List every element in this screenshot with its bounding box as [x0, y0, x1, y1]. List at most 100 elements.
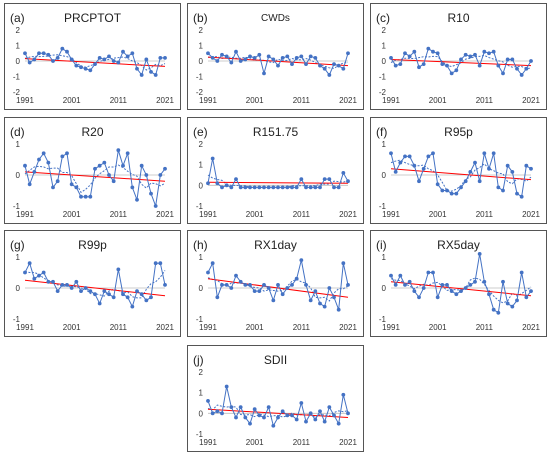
data-point: [51, 185, 55, 190]
y-tick-label: -1: [196, 315, 204, 324]
data-point: [125, 151, 130, 156]
data-point: [229, 405, 234, 410]
data-point: [322, 419, 327, 424]
data-point: [473, 279, 477, 284]
data-point: [285, 185, 290, 190]
data-point: [46, 279, 51, 284]
data-point: [215, 295, 220, 300]
data-point: [327, 286, 332, 290]
x-tick-label: 1991: [199, 96, 217, 105]
y-tick-label: 0: [16, 171, 21, 180]
x-tick-label: 2021: [339, 323, 357, 332]
data-point: [332, 62, 336, 66]
data-point: [206, 399, 210, 403]
data-point: [130, 304, 135, 309]
data-point: [149, 295, 153, 300]
data-point: [248, 283, 252, 287]
data-point: [318, 185, 322, 190]
data-point: [487, 51, 491, 56]
data-point: [491, 151, 496, 156]
data-point: [252, 407, 257, 412]
data-point: [139, 73, 144, 77]
data-point: [271, 57, 276, 62]
data-point: [294, 417, 299, 422]
x-tick-label: 2011: [110, 96, 128, 105]
data-point: [116, 148, 121, 153]
data-point: [524, 295, 529, 300]
data-point: [107, 173, 111, 177]
data-point: [210, 411, 215, 416]
data-point: [318, 409, 322, 414]
data-point: [468, 283, 473, 287]
chart-panel-rx5day: -1 0 1 1991 2001 2011 2021 (i) RX5day: [370, 230, 547, 337]
x-tick-label: 1991: [382, 210, 400, 219]
data-point: [454, 292, 459, 297]
data-point: [37, 157, 41, 162]
data-point: [417, 295, 421, 300]
data-point: [257, 52, 262, 57]
data-point: [79, 289, 83, 293]
data-point: [224, 283, 229, 287]
chart-svg-cwds: -2 -1 0 1 2 1991 2001 2011 2021: [196, 26, 358, 105]
data-point: [510, 57, 515, 62]
data-point: [130, 185, 135, 190]
data-point: [215, 59, 220, 63]
x-tick-label: 1991: [199, 323, 217, 332]
chart-panel-r99p: -1 0 1 1991 2001 2011 2021 (g) R99p: [4, 230, 181, 337]
trend-line: [24, 171, 166, 182]
data-point: [510, 170, 515, 174]
trend-line: [207, 278, 349, 298]
x-tick-label: 2021: [156, 210, 174, 219]
data-point: [248, 421, 252, 426]
y-tick-label: 1: [199, 253, 204, 262]
data-point: [454, 68, 459, 73]
data-point: [290, 62, 294, 66]
data-point: [27, 261, 32, 266]
data-point: [220, 185, 224, 190]
data-point: [248, 185, 252, 190]
data-point: [65, 49, 69, 54]
data-point: [341, 392, 346, 397]
data-point: [529, 289, 533, 293]
data-point: [83, 194, 88, 199]
trend-line: [207, 181, 349, 184]
chart-panel-r10: -2 -1 0 1 2 1991 2001 2011 2021 (c) R10: [370, 3, 547, 110]
data-point: [346, 411, 350, 416]
data-point: [421, 286, 426, 290]
x-tick-label: 2021: [339, 96, 357, 105]
x-tick-label: 2001: [246, 210, 264, 219]
x-tick-label: 2001: [429, 323, 447, 332]
data-point: [482, 49, 487, 54]
data-point: [65, 283, 69, 287]
data-point: [153, 73, 158, 77]
data-point: [393, 170, 398, 174]
data-point: [449, 71, 454, 76]
data-point: [276, 415, 280, 420]
data-point: [440, 188, 445, 193]
x-tick-label: 1991: [16, 323, 34, 332]
data-point: [341, 66, 346, 71]
data-point: [153, 261, 158, 266]
data-point: [271, 185, 276, 190]
data-point: [519, 73, 524, 77]
data-point: [125, 295, 130, 300]
data-point: [463, 286, 468, 290]
x-tick-label: 2011: [110, 210, 128, 219]
data-point: [346, 283, 350, 287]
data-point: [238, 185, 243, 190]
data-point: [41, 270, 46, 275]
data-point: [473, 52, 477, 57]
data-point: [426, 270, 431, 275]
data-point: [79, 65, 83, 70]
data-point: [304, 62, 308, 66]
data-point: [285, 413, 290, 418]
data-point: [262, 415, 266, 420]
panel-label: (g): [10, 238, 25, 252]
y-tick-label: 1: [16, 42, 21, 51]
data-point: [248, 54, 252, 59]
data-point: [449, 289, 454, 293]
y-tick-label: 0: [199, 181, 204, 190]
data-point: [243, 185, 248, 190]
x-tick-label: 2001: [429, 210, 447, 219]
y-tick-label: 1: [16, 253, 21, 262]
